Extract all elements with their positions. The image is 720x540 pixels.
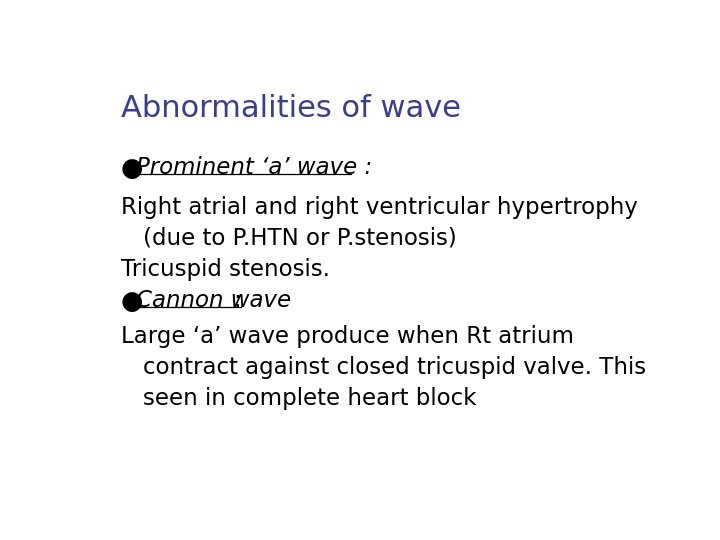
Text: Large ‘a’ wave produce when Rt atrium: Large ‘a’ wave produce when Rt atrium: [121, 325, 574, 348]
Text: Prominent ‘a’ wave :: Prominent ‘a’ wave :: [136, 156, 372, 179]
Text: Right atrial and right ventricular hypertrophy: Right atrial and right ventricular hyper…: [121, 196, 638, 219]
Text: ●: ●: [121, 156, 143, 183]
Text: Tricuspid stenosis.: Tricuspid stenosis.: [121, 258, 330, 281]
Text: (due to P.HTN or P.stenosis): (due to P.HTN or P.stenosis): [143, 227, 456, 250]
Text: ●: ●: [121, 289, 143, 315]
Text: seen in complete heart block: seen in complete heart block: [143, 387, 477, 410]
Text: Cannon wave: Cannon wave: [136, 289, 291, 312]
Text: contract against closed tricuspid valve. This: contract against closed tricuspid valve.…: [143, 356, 646, 379]
Text: :: :: [233, 289, 241, 312]
Text: Abnormalities of wave: Abnormalities of wave: [121, 94, 461, 123]
